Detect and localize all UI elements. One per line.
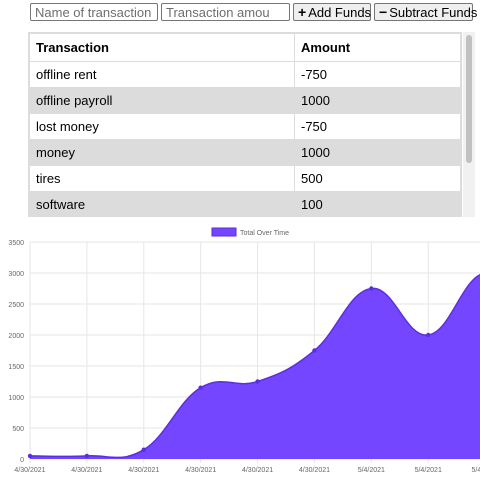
transaction-name: software bbox=[29, 191, 295, 216]
table-row: offline payroll 1000 bbox=[29, 87, 461, 114]
balance-chart: 0 500 1000 1500 2000 2500 3000 3500 4/30/2021 4/3… bbox=[0, 223, 480, 480]
transactions-table-container[interactable]: Transaction Amount offline rent -750 off… bbox=[28, 32, 462, 217]
legend-label: Total Over Time bbox=[240, 230, 289, 237]
y-tick-label: 1500 bbox=[8, 364, 24, 371]
transaction-name: tires bbox=[29, 165, 295, 192]
transaction-name: offline payroll bbox=[29, 87, 295, 114]
transaction-amount: 100 bbox=[294, 191, 461, 216]
table-row: lost money -750 bbox=[29, 113, 461, 140]
data-point bbox=[141, 447, 146, 452]
data-point bbox=[198, 385, 203, 390]
chart-series bbox=[27, 273, 480, 459]
y-tick-label: 500 bbox=[12, 426, 24, 433]
balance-chart-svg: 0 500 1000 1500 2000 2500 3000 3500 4/30/2021 4/3… bbox=[8, 227, 480, 474]
x-tick-label: 4/30/2021 bbox=[185, 467, 216, 474]
transaction-name: lost money bbox=[29, 113, 295, 140]
series-area-total-over-time bbox=[30, 274, 480, 459]
y-tick-label: 3500 bbox=[8, 240, 24, 247]
header-amount: Amount bbox=[294, 33, 461, 62]
table-header-row: Transaction Amount bbox=[29, 33, 461, 62]
y-tick-label: 2500 bbox=[8, 302, 24, 309]
transaction-amount: -750 bbox=[294, 61, 461, 88]
x-tick-label: 5/4/2021 bbox=[415, 467, 442, 474]
transaction-name-input[interactable] bbox=[30, 3, 158, 21]
subtract-funds-label: Subtract Funds bbox=[389, 4, 478, 20]
transaction-amount: 500 bbox=[294, 165, 461, 192]
transaction-name: offline rent bbox=[29, 61, 295, 88]
legend-swatch bbox=[211, 227, 237, 237]
y-tick-label: 3000 bbox=[8, 271, 24, 278]
chart-legend: Total Over Time bbox=[211, 227, 289, 237]
table-scrollbar[interactable] bbox=[463, 32, 475, 217]
x-tick-label: 4/30/2021 bbox=[128, 467, 159, 474]
transactions-table: Transaction Amount offline rent -750 off… bbox=[29, 33, 461, 216]
transaction-name: money bbox=[29, 139, 295, 166]
table-row: software 100 bbox=[29, 191, 461, 216]
subtract-funds-button[interactable]: − Subtract Funds bbox=[374, 3, 477, 21]
x-tick-label: 4/30/2021 bbox=[14, 467, 45, 474]
y-tick-label: 2000 bbox=[8, 333, 24, 340]
transaction-amount-input[interactable] bbox=[161, 3, 290, 21]
minus-icon: − bbox=[379, 4, 388, 20]
x-tick-label: 4/30/2021 bbox=[299, 467, 330, 474]
data-point bbox=[312, 348, 317, 353]
table-row: tires 500 bbox=[29, 165, 461, 192]
data-point bbox=[84, 453, 90, 459]
x-tick-label: 5/4/2021 bbox=[358, 467, 385, 474]
y-tick-label: 0 bbox=[20, 457, 24, 464]
chart-axes: 0 500 1000 1500 2000 2500 3000 3500 4/30/2021 4/3… bbox=[8, 240, 480, 474]
table-row: money 1000 bbox=[29, 139, 461, 166]
y-tick-label: 1000 bbox=[8, 395, 24, 402]
x-tick-label: 4/30/2021 bbox=[242, 467, 273, 474]
data-point bbox=[27, 453, 33, 459]
data-point bbox=[255, 379, 260, 384]
header-transaction: Transaction bbox=[29, 33, 295, 62]
transaction-amount: -750 bbox=[294, 113, 461, 140]
table-scrollbar-thumb[interactable] bbox=[466, 35, 472, 163]
add-funds-button[interactable]: + Add Funds bbox=[293, 3, 371, 21]
x-tick-label: 4/30/2021 bbox=[71, 467, 102, 474]
add-funds-label: Add Funds bbox=[308, 4, 372, 20]
plus-icon: + bbox=[298, 4, 307, 20]
series-line-total-over-time bbox=[29, 273, 480, 459]
transaction-amount: 1000 bbox=[294, 139, 461, 166]
data-point bbox=[369, 286, 374, 291]
data-point bbox=[426, 332, 431, 338]
x-tick-label: 5/4/2021 bbox=[471, 467, 480, 474]
transaction-amount: 1000 bbox=[294, 87, 461, 114]
table-row: offline rent -750 bbox=[29, 61, 461, 88]
